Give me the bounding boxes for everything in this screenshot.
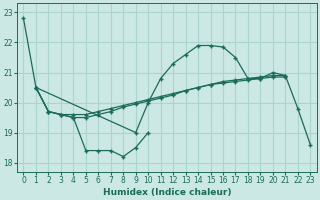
- X-axis label: Humidex (Indice chaleur): Humidex (Indice chaleur): [103, 188, 231, 197]
